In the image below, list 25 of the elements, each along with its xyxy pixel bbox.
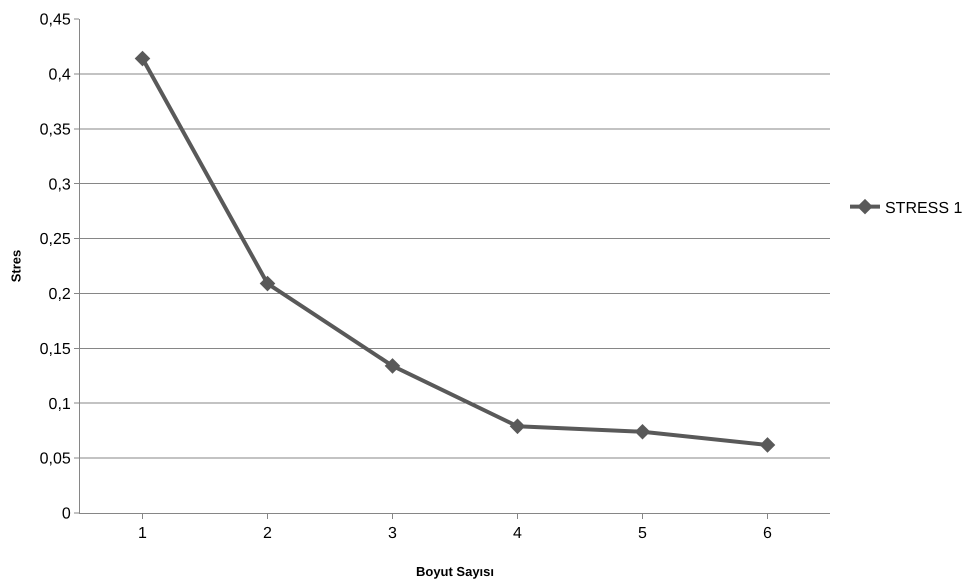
y-tick-label: 0,1 <box>48 396 71 413</box>
x-tick-label: 5 <box>638 525 648 542</box>
x-tick-label: 1 <box>138 525 148 542</box>
y-tick-label: 0,2 <box>48 286 71 304</box>
point <box>384 358 400 374</box>
y-tick-label: 0,15 <box>40 340 71 358</box>
y-tick-label: 0,05 <box>40 450 71 468</box>
point <box>634 424 650 440</box>
x-tick-label: 6 <box>763 525 772 542</box>
point <box>134 50 150 66</box>
point <box>260 276 276 292</box>
point <box>510 418 526 434</box>
x-tick-label: 2 <box>263 525 272 542</box>
y-tick-label: 0,25 <box>40 231 71 248</box>
point <box>760 437 776 453</box>
legend-label: STRESS 1 <box>885 200 962 217</box>
y-tick-label: 0 <box>62 506 71 523</box>
y-tick-label: 0,3 <box>48 176 71 194</box>
y-axis-title: Stres <box>8 250 24 282</box>
x-tick-label: 4 <box>513 525 522 542</box>
y-tick-label: 0,35 <box>40 121 71 138</box>
x-tick-label: 3 <box>388 525 398 542</box>
y-tick-label: 0,45 <box>40 12 71 29</box>
x-axis-title: Boyut Sayısı <box>416 564 494 579</box>
y-tick-label: 0,4 <box>48 66 71 84</box>
